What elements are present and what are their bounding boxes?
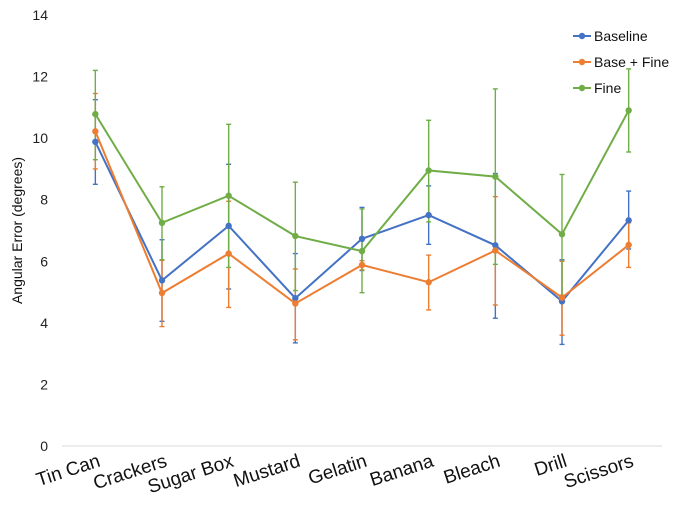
y-tick-label: 4 — [40, 315, 48, 331]
x-tick-label: Tin Can — [34, 451, 103, 491]
data-point — [625, 217, 632, 224]
x-tick-label: Scissors — [561, 451, 636, 493]
y-tick-label: 0 — [40, 438, 48, 454]
data-point — [158, 289, 166, 297]
x-tick-label: Mustard — [231, 451, 303, 492]
data-point — [292, 300, 299, 307]
y-axis-ticks: 0 2 4 6 8 10 12 14 — [32, 7, 48, 454]
data-point — [425, 167, 432, 174]
data-point — [92, 128, 99, 135]
data-point — [225, 192, 232, 199]
data-point — [225, 250, 232, 257]
series-points — [92, 107, 632, 307]
y-tick-label: 6 — [40, 253, 48, 269]
y-tick-label: 8 — [40, 192, 48, 208]
data-point — [492, 242, 499, 249]
data-point — [492, 247, 499, 254]
data-point — [92, 110, 99, 118]
x-tick-label: Gelatin — [306, 451, 370, 490]
x-tick-label: Bleach — [441, 451, 503, 489]
y-tick-label: 10 — [32, 130, 48, 146]
data-point — [625, 241, 632, 249]
data-point — [625, 107, 632, 114]
data-point — [292, 232, 299, 240]
legend-label: Fine — [594, 80, 621, 96]
data-point — [92, 138, 99, 146]
legend-marker — [578, 58, 586, 66]
y-tick-label: 2 — [40, 376, 48, 392]
data-point — [225, 222, 232, 230]
legend-label: Base + Fine — [594, 54, 669, 70]
data-point — [358, 235, 366, 243]
data-point — [358, 247, 366, 255]
data-point — [158, 219, 166, 227]
y-tick-label: 12 — [32, 69, 48, 85]
data-point — [558, 294, 566, 301]
data-point — [158, 277, 166, 284]
data-point — [358, 261, 366, 269]
data-point — [492, 173, 499, 180]
legend: Baseline Base + Fine Fine — [573, 28, 669, 96]
y-axis-label: Angular Error (degrees) — [9, 157, 25, 304]
error-bars — [92, 68, 632, 346]
legend-marker — [578, 32, 586, 40]
legend-label: Baseline — [594, 28, 648, 44]
y-tick-label: 14 — [32, 7, 48, 23]
data-point — [292, 295, 299, 302]
x-tick-label: Banana — [367, 451, 436, 491]
data-point — [425, 211, 432, 219]
legend-marker — [578, 84, 586, 92]
y-axis-label-group: Angular Error (degrees) — [9, 157, 25, 304]
data-point — [558, 230, 566, 238]
data-point — [425, 279, 432, 286]
